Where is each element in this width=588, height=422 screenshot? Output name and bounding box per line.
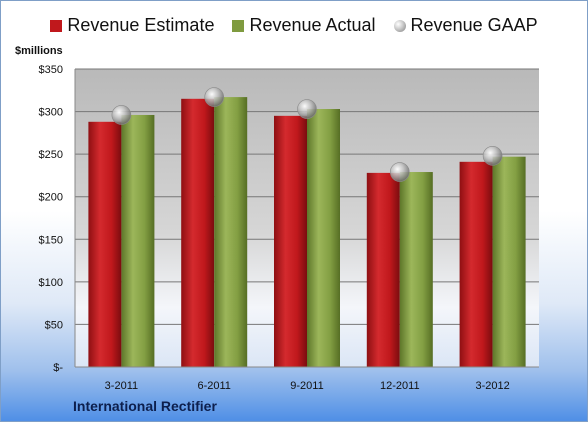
bar-revenue-estimate [274,115,307,367]
x-tick-label: 6-2011 [197,380,230,392]
x-tick-label: 3-2011 [105,380,138,392]
bar-revenue-actual [121,114,155,367]
y-tick-label: $50 [45,319,63,331]
legend-item-revenue-actual: Revenue Actual [232,15,376,36]
y-tick-label: $150 [39,234,63,246]
legend-label-gaap: Revenue GAAP [410,15,538,35]
legend-swatch-gaap [393,19,406,32]
legend-item-revenue-gaap: Revenue GAAP [393,15,538,36]
legend-swatch-actual [232,19,245,32]
marker-revenue-gaap [204,87,224,107]
marker-revenue-gaap [389,162,410,182]
bar-revenue-actual [214,97,248,368]
legend-label-actual: Revenue Actual [249,15,376,35]
bar-revenue-estimate [88,121,122,367]
legend-item-revenue-estimate: Revenue Estimate [50,15,214,36]
x-tick-label: 12-2011 [380,380,420,392]
y-tick-label: $100 [39,277,63,289]
legend-label-estimate: Revenue Estimate [67,15,215,35]
marker-revenue-gaap [297,99,317,119]
bar-revenue-actual [399,172,433,367]
marker-revenue-gaap [111,105,132,125]
y-axis-units-label: $millions [15,45,63,57]
y-tick-label: $350 [39,64,63,76]
x-tick-label: 3-2012 [475,380,509,392]
bar-revenue-actual [307,109,340,367]
legend: Revenue Estimate Revenue Actual Revenue … [1,15,587,36]
y-tick-label: $250 [39,149,63,161]
y-tick-label: $300 [39,107,63,119]
bar-revenue-actual [492,156,526,367]
y-tick-label: $- [53,362,63,374]
x-tick-label: 9-2011 [290,380,323,392]
bar-revenue-estimate [459,161,493,367]
company-name: International Rectifier [73,398,217,414]
bar-revenue-estimate [181,98,215,368]
legend-swatch-estimate [50,19,63,32]
bar-revenue-estimate [366,172,400,367]
y-tick-label: $200 [39,192,63,204]
marker-revenue-gaap [482,146,503,166]
